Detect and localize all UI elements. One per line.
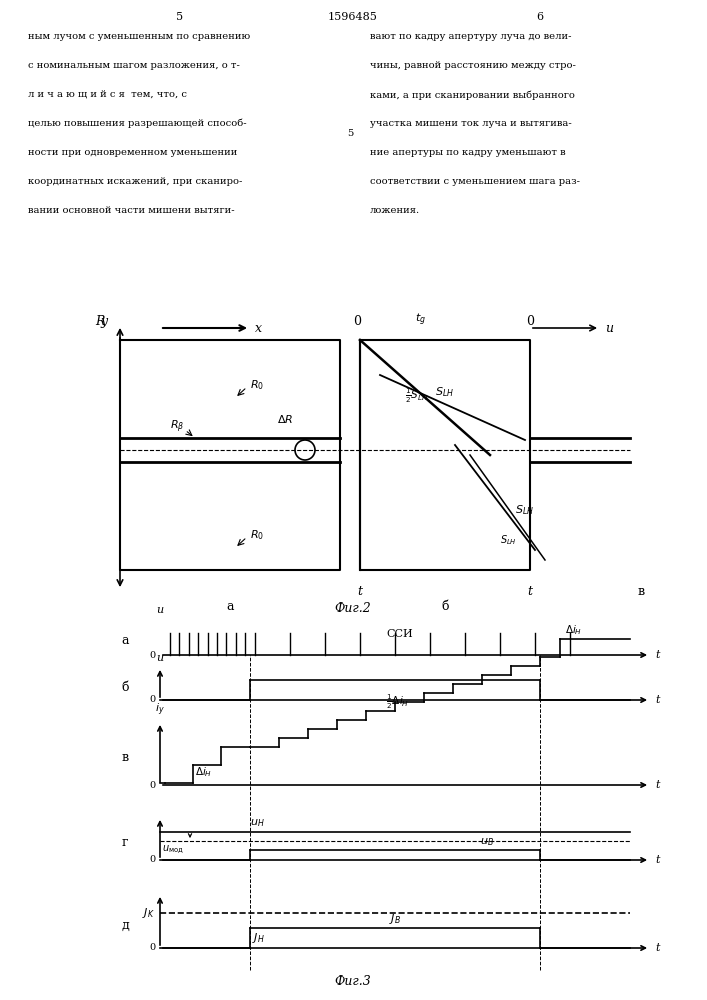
Text: t: t bbox=[655, 780, 660, 790]
Text: y: y bbox=[101, 315, 108, 328]
Text: $u_H$: $u_H$ bbox=[250, 817, 264, 829]
Text: б: б bbox=[121, 681, 129, 694]
Text: Фиг.2: Фиг.2 bbox=[334, 602, 371, 615]
Text: R: R bbox=[95, 315, 105, 328]
Text: t: t bbox=[358, 585, 363, 598]
Text: $\frac{1}{2}S_{LH}$: $\frac{1}{2}S_{LH}$ bbox=[405, 387, 429, 405]
Text: 5: 5 bbox=[347, 129, 354, 138]
Text: u: u bbox=[605, 322, 613, 334]
Text: $\Delta R$: $\Delta R$ bbox=[277, 413, 293, 425]
Text: $R_0$: $R_0$ bbox=[250, 378, 264, 392]
Text: 1596485: 1596485 bbox=[328, 12, 378, 22]
Text: $S_{LH}$: $S_{LH}$ bbox=[435, 385, 454, 399]
Text: $S_{LH}$: $S_{LH}$ bbox=[515, 503, 534, 517]
Text: а: а bbox=[226, 600, 234, 613]
Text: ние апертуры по кадру уменьшают в: ние апертуры по кадру уменьшают в bbox=[370, 148, 566, 157]
Text: в: в bbox=[122, 751, 129, 764]
Text: $t_g$: $t_g$ bbox=[414, 312, 426, 328]
Text: целью повышения разрешающей способ-: целью повышения разрешающей способ- bbox=[28, 119, 247, 128]
Text: г: г bbox=[122, 836, 128, 849]
Text: ности при одновременном уменьшении: ности при одновременном уменьшении bbox=[28, 148, 238, 157]
Text: $\Delta i_H$: $\Delta i_H$ bbox=[565, 623, 583, 637]
Text: координатных искажений, при сканиро-: координатных искажений, при сканиро- bbox=[28, 177, 243, 186]
Text: ным лучом с уменьшенным по сравнению: ным лучом с уменьшенным по сравнению bbox=[28, 32, 250, 41]
Text: t: t bbox=[655, 855, 660, 865]
Text: вают по кадру апертуру луча до вели-: вают по кадру апертуру луча до вели- bbox=[370, 32, 571, 41]
Text: участка мишени ток луча и вытягива-: участка мишени ток луча и вытягива- bbox=[370, 119, 572, 128]
Text: $R_{\beta}$: $R_{\beta}$ bbox=[170, 419, 185, 435]
Text: $\Delta i_H$: $\Delta i_H$ bbox=[195, 765, 212, 779]
Text: $i_y$: $i_y$ bbox=[155, 702, 165, 718]
Text: t: t bbox=[655, 695, 660, 705]
Text: $J_K$: $J_K$ bbox=[142, 906, 155, 920]
Text: $S_{LH}$: $S_{LH}$ bbox=[500, 533, 517, 547]
Text: $J_H$: $J_H$ bbox=[252, 931, 264, 945]
Text: л и ч а ю щ и й с я  тем, что, с: л и ч а ю щ и й с я тем, что, с bbox=[28, 90, 187, 99]
Text: с номинальным шагом разложения, о т-: с номинальным шагом разложения, о т- bbox=[28, 61, 240, 70]
Text: 0: 0 bbox=[353, 315, 361, 328]
Text: чины, равной расстоянию между стро-: чины, равной расстоянию между стро- bbox=[370, 61, 576, 70]
Text: t: t bbox=[655, 650, 660, 660]
Text: ложения.: ложения. bbox=[370, 206, 420, 215]
Text: д: д bbox=[121, 918, 129, 932]
Text: t: t bbox=[655, 943, 660, 953]
Text: 0: 0 bbox=[149, 780, 155, 790]
Text: $R_0$: $R_0$ bbox=[250, 528, 264, 542]
Text: $\frac{1}{2}\Delta i_H$: $\frac{1}{2}\Delta i_H$ bbox=[385, 693, 409, 711]
Text: 0: 0 bbox=[149, 856, 155, 864]
Text: 6: 6 bbox=[537, 12, 544, 22]
Text: t: t bbox=[527, 585, 532, 598]
Text: 0: 0 bbox=[526, 315, 534, 328]
Text: в: в bbox=[638, 585, 645, 598]
Text: вании основной части мишени вытяги-: вании основной части мишени вытяги- bbox=[28, 206, 235, 215]
Text: $J_B$: $J_B$ bbox=[389, 912, 401, 926]
Text: 5: 5 bbox=[177, 12, 184, 22]
Text: 0: 0 bbox=[149, 696, 155, 704]
Text: u: u bbox=[156, 605, 163, 615]
Text: б: б bbox=[441, 600, 449, 613]
Text: x: x bbox=[255, 322, 262, 334]
Text: ками, а при сканировании выбранного: ками, а при сканировании выбранного bbox=[370, 90, 575, 100]
Text: ССИ: ССИ bbox=[387, 629, 414, 639]
Text: $u_{\text{мод}}$: $u_{\text{мод}}$ bbox=[162, 844, 184, 856]
Text: соответствии с уменьшением шага раз-: соответствии с уменьшением шага раз- bbox=[370, 177, 580, 186]
Text: 0: 0 bbox=[149, 944, 155, 952]
Text: Фиг.3: Фиг.3 bbox=[334, 975, 371, 988]
Text: а: а bbox=[121, 635, 129, 648]
Text: u: u bbox=[156, 653, 163, 663]
Text: $u_B$: $u_B$ bbox=[480, 836, 494, 848]
Text: 0: 0 bbox=[149, 650, 155, 660]
